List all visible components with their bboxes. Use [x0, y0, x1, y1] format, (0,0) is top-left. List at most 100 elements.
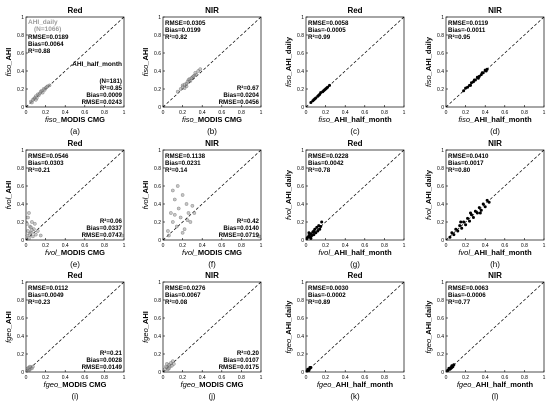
y-tick-label: 0.6: [17, 184, 24, 190]
y-axis-label: fiso_AHI_daily: [284, 36, 293, 87]
data-point: [479, 208, 483, 212]
x-tick-label: 0.2: [322, 110, 329, 116]
stats-bottom-line: RMSE=0.0747: [82, 232, 123, 239]
x-tick-label: 0.4: [62, 375, 69, 381]
data-point: [180, 193, 185, 197]
data-point: [450, 366, 454, 369]
y-axis-label-prefix: fgeo_: [284, 335, 293, 354]
stats-top-line: R²=0.78: [308, 167, 331, 174]
x-tick-label: 0.8: [381, 375, 388, 381]
data-point: [190, 204, 195, 208]
stats-bottom-line: RMSE=0.0456: [219, 99, 260, 106]
data-point: [169, 211, 173, 215]
stats-top-line: R²=0.77: [448, 299, 471, 306]
y-tick-label: 1: [441, 15, 444, 21]
x-tick-label: 1: [543, 243, 546, 249]
y-axis-label-text: AHI: [4, 48, 13, 61]
data-point: [312, 229, 316, 233]
x-tick-label: 0.6: [361, 110, 368, 116]
data-point: [173, 197, 177, 202]
panel-label: (b): [207, 127, 217, 136]
data-point: [462, 89, 466, 93]
stats-bottom-line: R²=0.21: [100, 350, 123, 357]
y-tick-label: 0.2: [154, 352, 161, 358]
y-tick-label: 0.4: [297, 202, 304, 208]
data-point: [171, 188, 175, 193]
y-tick-label: 0.8: [437, 166, 444, 172]
y-axis-label: fiso_AHI: [141, 48, 150, 77]
x-axis-label-prefix: fvol_: [458, 248, 474, 257]
data-point: [31, 98, 35, 102]
plot-frame: [162, 16, 262, 108]
x-axis-label-text: AHI_half_month: [336, 380, 394, 389]
data-point: [472, 78, 476, 82]
stats-top-line: RMSE=0.0189: [28, 34, 69, 41]
plot-frame: [445, 149, 545, 241]
y-tick-label: 0.8: [297, 33, 304, 39]
data-point: [312, 98, 316, 102]
stats-bottom-line: Bias=0.0337: [86, 225, 122, 232]
data-point: [36, 93, 41, 98]
x-axis-label-prefix: fiso_: [45, 115, 61, 124]
y-tick-label: 0.2: [297, 352, 304, 358]
data-point: [448, 235, 452, 239]
plot-frame: [25, 281, 125, 373]
data-point: [456, 229, 460, 233]
y-tick-label: 0: [21, 370, 24, 376]
y-tick-label: 0.2: [154, 87, 161, 93]
stats-bottom-line: Bias=0.0140: [223, 225, 259, 232]
one-to-one-line: [305, 281, 405, 373]
data-point: [314, 231, 318, 235]
stats-top-line: RMSE=0.0410: [448, 153, 489, 160]
plot-frame: [162, 149, 262, 241]
data-point: [30, 228, 34, 232]
x-tick-label: 1: [123, 243, 126, 249]
x-axis-label-prefix: fvol_: [182, 248, 198, 257]
x-axis-label-prefix: fiso_: [182, 115, 198, 124]
x-tick-label: 1: [543, 375, 546, 381]
data-point: [471, 216, 475, 219]
y-axis-label-prefix: fvol_: [141, 194, 150, 210]
stats-top-line: Bias=0.0231: [165, 160, 201, 167]
x-tick-label: 0.2: [462, 110, 469, 116]
x-axis-label: fvol_MODIS CMG: [182, 248, 242, 257]
data-point: [198, 67, 202, 71]
y-axis-label-text: AHI_daily: [284, 36, 293, 71]
x-tick-label: 1: [260, 375, 263, 381]
x-tick-label: 0: [445, 110, 448, 116]
stats-top-line: R²=0.80: [448, 167, 471, 174]
legend-entry: (N=1066): [34, 26, 61, 33]
x-tick-label: 0.2: [322, 243, 329, 249]
data-point: [459, 220, 463, 224]
x-axis-label-text: MODIS CMG: [61, 248, 105, 257]
x-tick-label: 0: [25, 243, 28, 249]
y-tick-label: 0.6: [154, 316, 161, 322]
one-to-one-line: [445, 281, 545, 373]
data-point: [185, 80, 190, 84]
y-axis-label-text: AHI: [141, 48, 150, 61]
data-point: [312, 233, 316, 237]
stats-top-line: Bias=0.0067: [165, 292, 201, 299]
panel-label: (l): [491, 392, 498, 401]
data-point: [188, 220, 193, 224]
data-point: [34, 98, 38, 102]
one-to-one-line: [25, 149, 125, 241]
x-axis-label-prefix: fgeo_: [181, 380, 200, 389]
x-tick-label: 1: [403, 243, 406, 249]
data-point: [458, 224, 462, 228]
data-point: [314, 96, 318, 100]
y-tick-label: 0.4: [17, 202, 24, 208]
data-point: [164, 364, 168, 369]
data-point: [167, 233, 171, 238]
data-point: [30, 220, 34, 224]
plot-frame: [305, 149, 405, 241]
x-axis-label: fgeo_MODIS CMG: [181, 380, 244, 389]
x-tick-label: 0.2: [179, 110, 186, 116]
y-axis-label: fvol_AHI: [4, 181, 13, 210]
y-tick-label: 0: [441, 370, 444, 376]
y-tick-label: 0.2: [297, 87, 304, 93]
